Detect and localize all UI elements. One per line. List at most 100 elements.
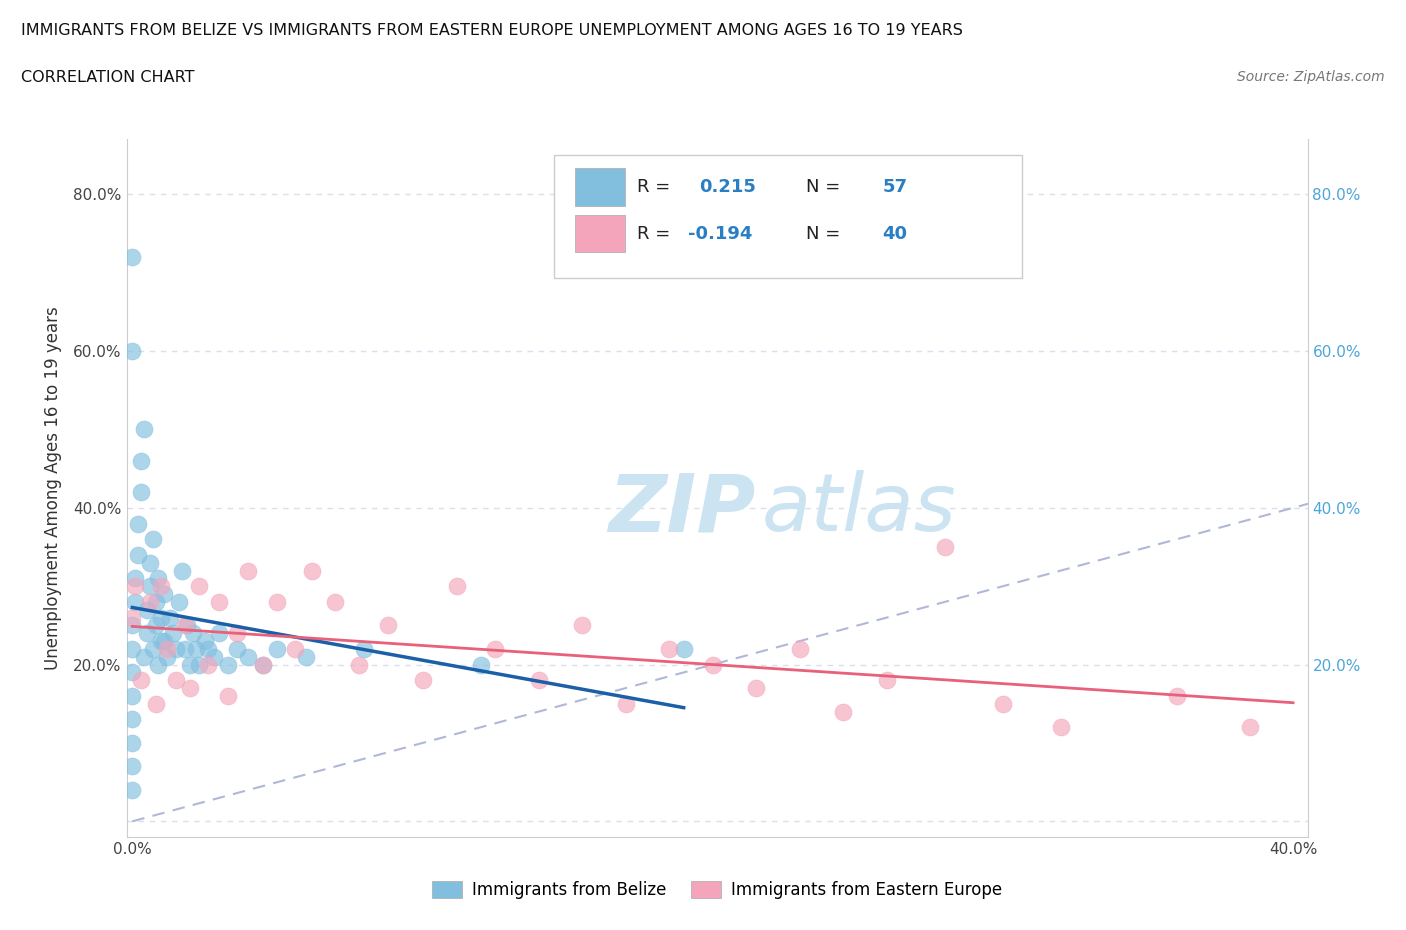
Point <box>194 633 217 648</box>
Point <box>702 658 724 672</box>
Point <box>135 626 157 641</box>
Text: CORRELATION CHART: CORRELATION CHART <box>21 70 194 85</box>
Point <box>527 672 550 687</box>
Point <box>159 610 181 625</box>
Text: -0.194: -0.194 <box>688 225 752 243</box>
Point <box>202 649 225 664</box>
Point <box>412 672 434 687</box>
Point <box>121 759 143 774</box>
Point <box>217 688 239 703</box>
Point <box>181 626 204 641</box>
Point <box>173 642 195 657</box>
Point <box>165 642 187 657</box>
Point <box>121 610 143 625</box>
Point <box>150 610 173 625</box>
Point <box>153 633 176 648</box>
Point <box>145 697 167 711</box>
Point <box>150 633 173 648</box>
Point <box>179 658 201 672</box>
FancyBboxPatch shape <box>575 168 624 206</box>
Point <box>124 594 146 609</box>
Point <box>150 578 173 593</box>
Point <box>266 594 288 609</box>
Point <box>789 642 811 657</box>
Point <box>162 626 184 641</box>
Point <box>121 665 143 680</box>
Point <box>129 454 152 469</box>
Point <box>745 681 768 696</box>
Point <box>132 422 155 437</box>
Point <box>121 688 143 703</box>
Point <box>876 672 898 687</box>
Point <box>139 594 162 609</box>
Point <box>124 578 146 593</box>
Point <box>121 712 143 727</box>
Point <box>252 658 274 672</box>
Point <box>170 563 193 578</box>
Point <box>121 782 143 797</box>
Text: ZIP: ZIP <box>607 471 755 548</box>
Point <box>934 539 956 554</box>
Point <box>295 649 318 664</box>
Point <box>165 672 187 687</box>
Point <box>217 658 239 672</box>
Point <box>266 642 288 657</box>
Point <box>135 603 157 618</box>
Text: Source: ZipAtlas.com: Source: ZipAtlas.com <box>1237 70 1385 84</box>
Point <box>446 578 468 593</box>
Point <box>173 618 195 632</box>
Point <box>377 618 399 632</box>
Point <box>148 571 170 586</box>
Text: 40: 40 <box>883 225 907 243</box>
Point <box>470 658 492 672</box>
Point <box>1239 720 1261 735</box>
Point <box>672 642 695 657</box>
Point <box>121 642 143 657</box>
Point <box>145 594 167 609</box>
Point <box>153 587 176 602</box>
Point <box>238 649 260 664</box>
Point <box>129 672 152 687</box>
Point <box>284 642 307 657</box>
Point <box>301 563 323 578</box>
Point <box>208 594 231 609</box>
Point <box>176 618 198 632</box>
Point <box>121 249 143 264</box>
Point <box>347 658 370 672</box>
Text: 57: 57 <box>883 178 907 196</box>
Point <box>208 626 231 641</box>
Point <box>167 594 190 609</box>
Point <box>197 642 219 657</box>
Point <box>197 658 219 672</box>
Point <box>121 618 143 632</box>
Point <box>252 658 274 672</box>
Point <box>142 642 165 657</box>
Point <box>188 578 211 593</box>
Point <box>179 681 201 696</box>
Text: atlas: atlas <box>762 471 956 548</box>
Point <box>139 578 162 593</box>
Point <box>127 516 149 531</box>
Point <box>132 649 155 664</box>
Point <box>156 649 179 664</box>
Point <box>353 642 375 657</box>
Text: 0.215: 0.215 <box>699 178 756 196</box>
Point <box>1050 720 1073 735</box>
Point <box>832 704 855 719</box>
Text: R =: R = <box>637 178 676 196</box>
Point <box>156 642 179 657</box>
Point <box>658 642 681 657</box>
Point <box>139 555 162 570</box>
Text: N =: N = <box>806 178 845 196</box>
Point <box>148 658 170 672</box>
Text: N =: N = <box>806 225 845 243</box>
Point <box>186 642 208 657</box>
Point <box>1166 688 1188 703</box>
Point <box>129 485 152 499</box>
Point <box>145 618 167 632</box>
Point <box>325 594 347 609</box>
FancyBboxPatch shape <box>554 155 1022 277</box>
Point <box>571 618 593 632</box>
Point <box>124 571 146 586</box>
Point <box>121 344 143 359</box>
